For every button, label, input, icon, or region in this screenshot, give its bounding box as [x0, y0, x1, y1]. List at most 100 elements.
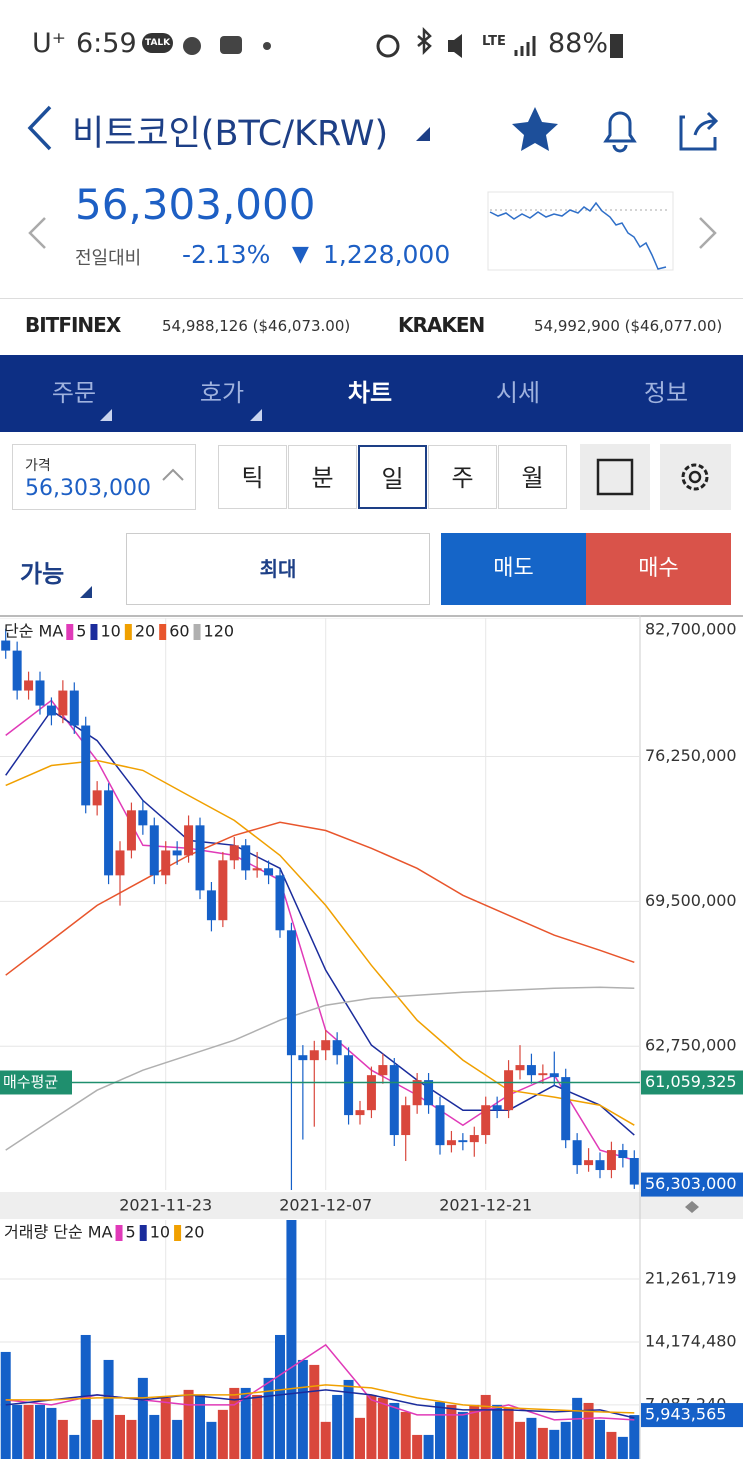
- y-tick-label: 62,750,000: [645, 1036, 737, 1055]
- volume-bar: [595, 1419, 605, 1459]
- candle-body: [1, 640, 11, 651]
- prev-coin[interactable]: [28, 217, 46, 249]
- legend-label: 5: [76, 622, 86, 641]
- candle-body: [149, 825, 159, 876]
- status-battery: 88%: [548, 28, 609, 59]
- change-percent: -2.13%: [182, 240, 271, 269]
- avg-value-label: 61,059,325: [645, 1072, 737, 1091]
- tab[interactable]: 호가: [199, 379, 245, 407]
- volume-bar: [480, 1394, 491, 1459]
- legend-swatch: [90, 624, 98, 640]
- tab-bar: [0, 355, 743, 432]
- legend-label: 10: [150, 1223, 170, 1242]
- tab[interactable]: 주문: [51, 379, 97, 407]
- volume-bar: [355, 1417, 365, 1459]
- candle-body: [332, 1040, 342, 1056]
- chevron: [162, 468, 184, 481]
- volume-bar: [537, 1427, 548, 1459]
- volume-bar: [309, 1364, 320, 1459]
- candle-body: [229, 845, 239, 861]
- legend-swatch: [124, 624, 132, 640]
- price-input-value: 56,303,000: [25, 476, 151, 501]
- volume-bar: [515, 1421, 525, 1459]
- volume-bar: [400, 1411, 411, 1459]
- ma-line: [5, 759, 635, 1126]
- candle-body: [561, 1077, 571, 1141]
- legend-swatch: [174, 1225, 182, 1241]
- max-button[interactable]: 최대: [126, 533, 430, 605]
- candle-body: [241, 845, 251, 871]
- volume-bar: [12, 1404, 23, 1459]
- volume-bar: [126, 1419, 137, 1459]
- volume-bar: [389, 1402, 400, 1459]
- buy-button[interactable]: 매수: [586, 533, 731, 605]
- tab-markers: [100, 409, 262, 421]
- y-tick-label: 14,174,480: [645, 1331, 737, 1350]
- candle-body: [252, 868, 262, 871]
- volume-bar: [469, 1404, 480, 1459]
- status-time: 6:59: [76, 28, 137, 59]
- price-decor: [28, 191, 717, 271]
- volume-bar: [195, 1394, 205, 1459]
- ma-line: [5, 699, 635, 1161]
- volume-bar: [23, 1404, 34, 1459]
- alarm-button[interactable]: [603, 111, 637, 153]
- volume-pane: [0, 1220, 640, 1459]
- period-button[interactable]: 분: [288, 445, 357, 509]
- period-button[interactable]: 주: [428, 445, 497, 509]
- period-button[interactable]: 틱: [218, 445, 287, 509]
- favorite-button[interactable]: [512, 107, 558, 151]
- layout-button[interactable]: [580, 444, 650, 510]
- tab[interactable]: 시세: [495, 379, 541, 407]
- candle-body: [584, 1160, 594, 1166]
- volume-bar: [275, 1334, 285, 1459]
- next-coin[interactable]: [699, 217, 717, 249]
- avg-label: 매수평균: [3, 1073, 58, 1091]
- volume-bar: [115, 1414, 125, 1459]
- candle-body: [424, 1080, 434, 1106]
- pane-resize[interactable]: [685, 1201, 699, 1213]
- exchange-price: 54,988,126 ($46,073.00): [162, 317, 351, 335]
- coin-title: 비트코인(BTC/KRW): [72, 114, 389, 154]
- volume-bar: [320, 1421, 331, 1459]
- share-button[interactable]: [679, 111, 719, 151]
- legend-swatch: [159, 624, 167, 640]
- available-label[interactable]: 가능: [20, 560, 65, 588]
- price-input-label: 가격: [25, 458, 51, 474]
- volume-bar: [217, 1409, 228, 1459]
- volume-bar: [46, 1407, 57, 1459]
- legend-label: 60: [169, 622, 189, 641]
- ma-line: [5, 1384, 635, 1414]
- volume-bar: [240, 1387, 251, 1459]
- candle-body: [401, 1105, 411, 1136]
- legend-swatch: [193, 624, 201, 640]
- tab[interactable]: 차트: [347, 379, 393, 407]
- change-label: 전일대비: [75, 248, 142, 269]
- y-tick-label: 21,261,719: [645, 1268, 737, 1287]
- candle-body: [538, 1073, 548, 1076]
- candle-body: [172, 850, 182, 856]
- candle-body: [492, 1105, 502, 1111]
- settings-button[interactable]: [660, 444, 731, 510]
- tab[interactable]: 정보: [643, 379, 689, 407]
- sell-button[interactable]: 매도: [441, 533, 586, 605]
- candle-body: [218, 860, 228, 921]
- legend-label: 5: [126, 1223, 136, 1242]
- legend-swatch: [115, 1225, 123, 1241]
- candle-body: [309, 1050, 319, 1061]
- chart: 2021-11-23 2021-12-07 2021-12-21 82,700,000…: [0, 615, 743, 1459]
- volume-bar: [457, 1411, 468, 1459]
- volume-bar: [560, 1421, 571, 1459]
- period-button[interactable]: 월: [498, 445, 567, 509]
- legend-title: 거래량 단순 MA: [4, 1223, 113, 1242]
- period-button[interactable]: 일: [358, 445, 427, 509]
- x-tick-label: 2021-12-07: [279, 1196, 372, 1215]
- candle-body: [206, 890, 216, 921]
- candle-body: [12, 650, 22, 691]
- legend-title: 단순 MA: [4, 622, 63, 641]
- back-button[interactable]: [27, 105, 52, 151]
- volume-bar: [172, 1419, 183, 1459]
- candle-body: [298, 1055, 308, 1061]
- volume-bar: [423, 1434, 434, 1459]
- volume-bar: [583, 1402, 594, 1459]
